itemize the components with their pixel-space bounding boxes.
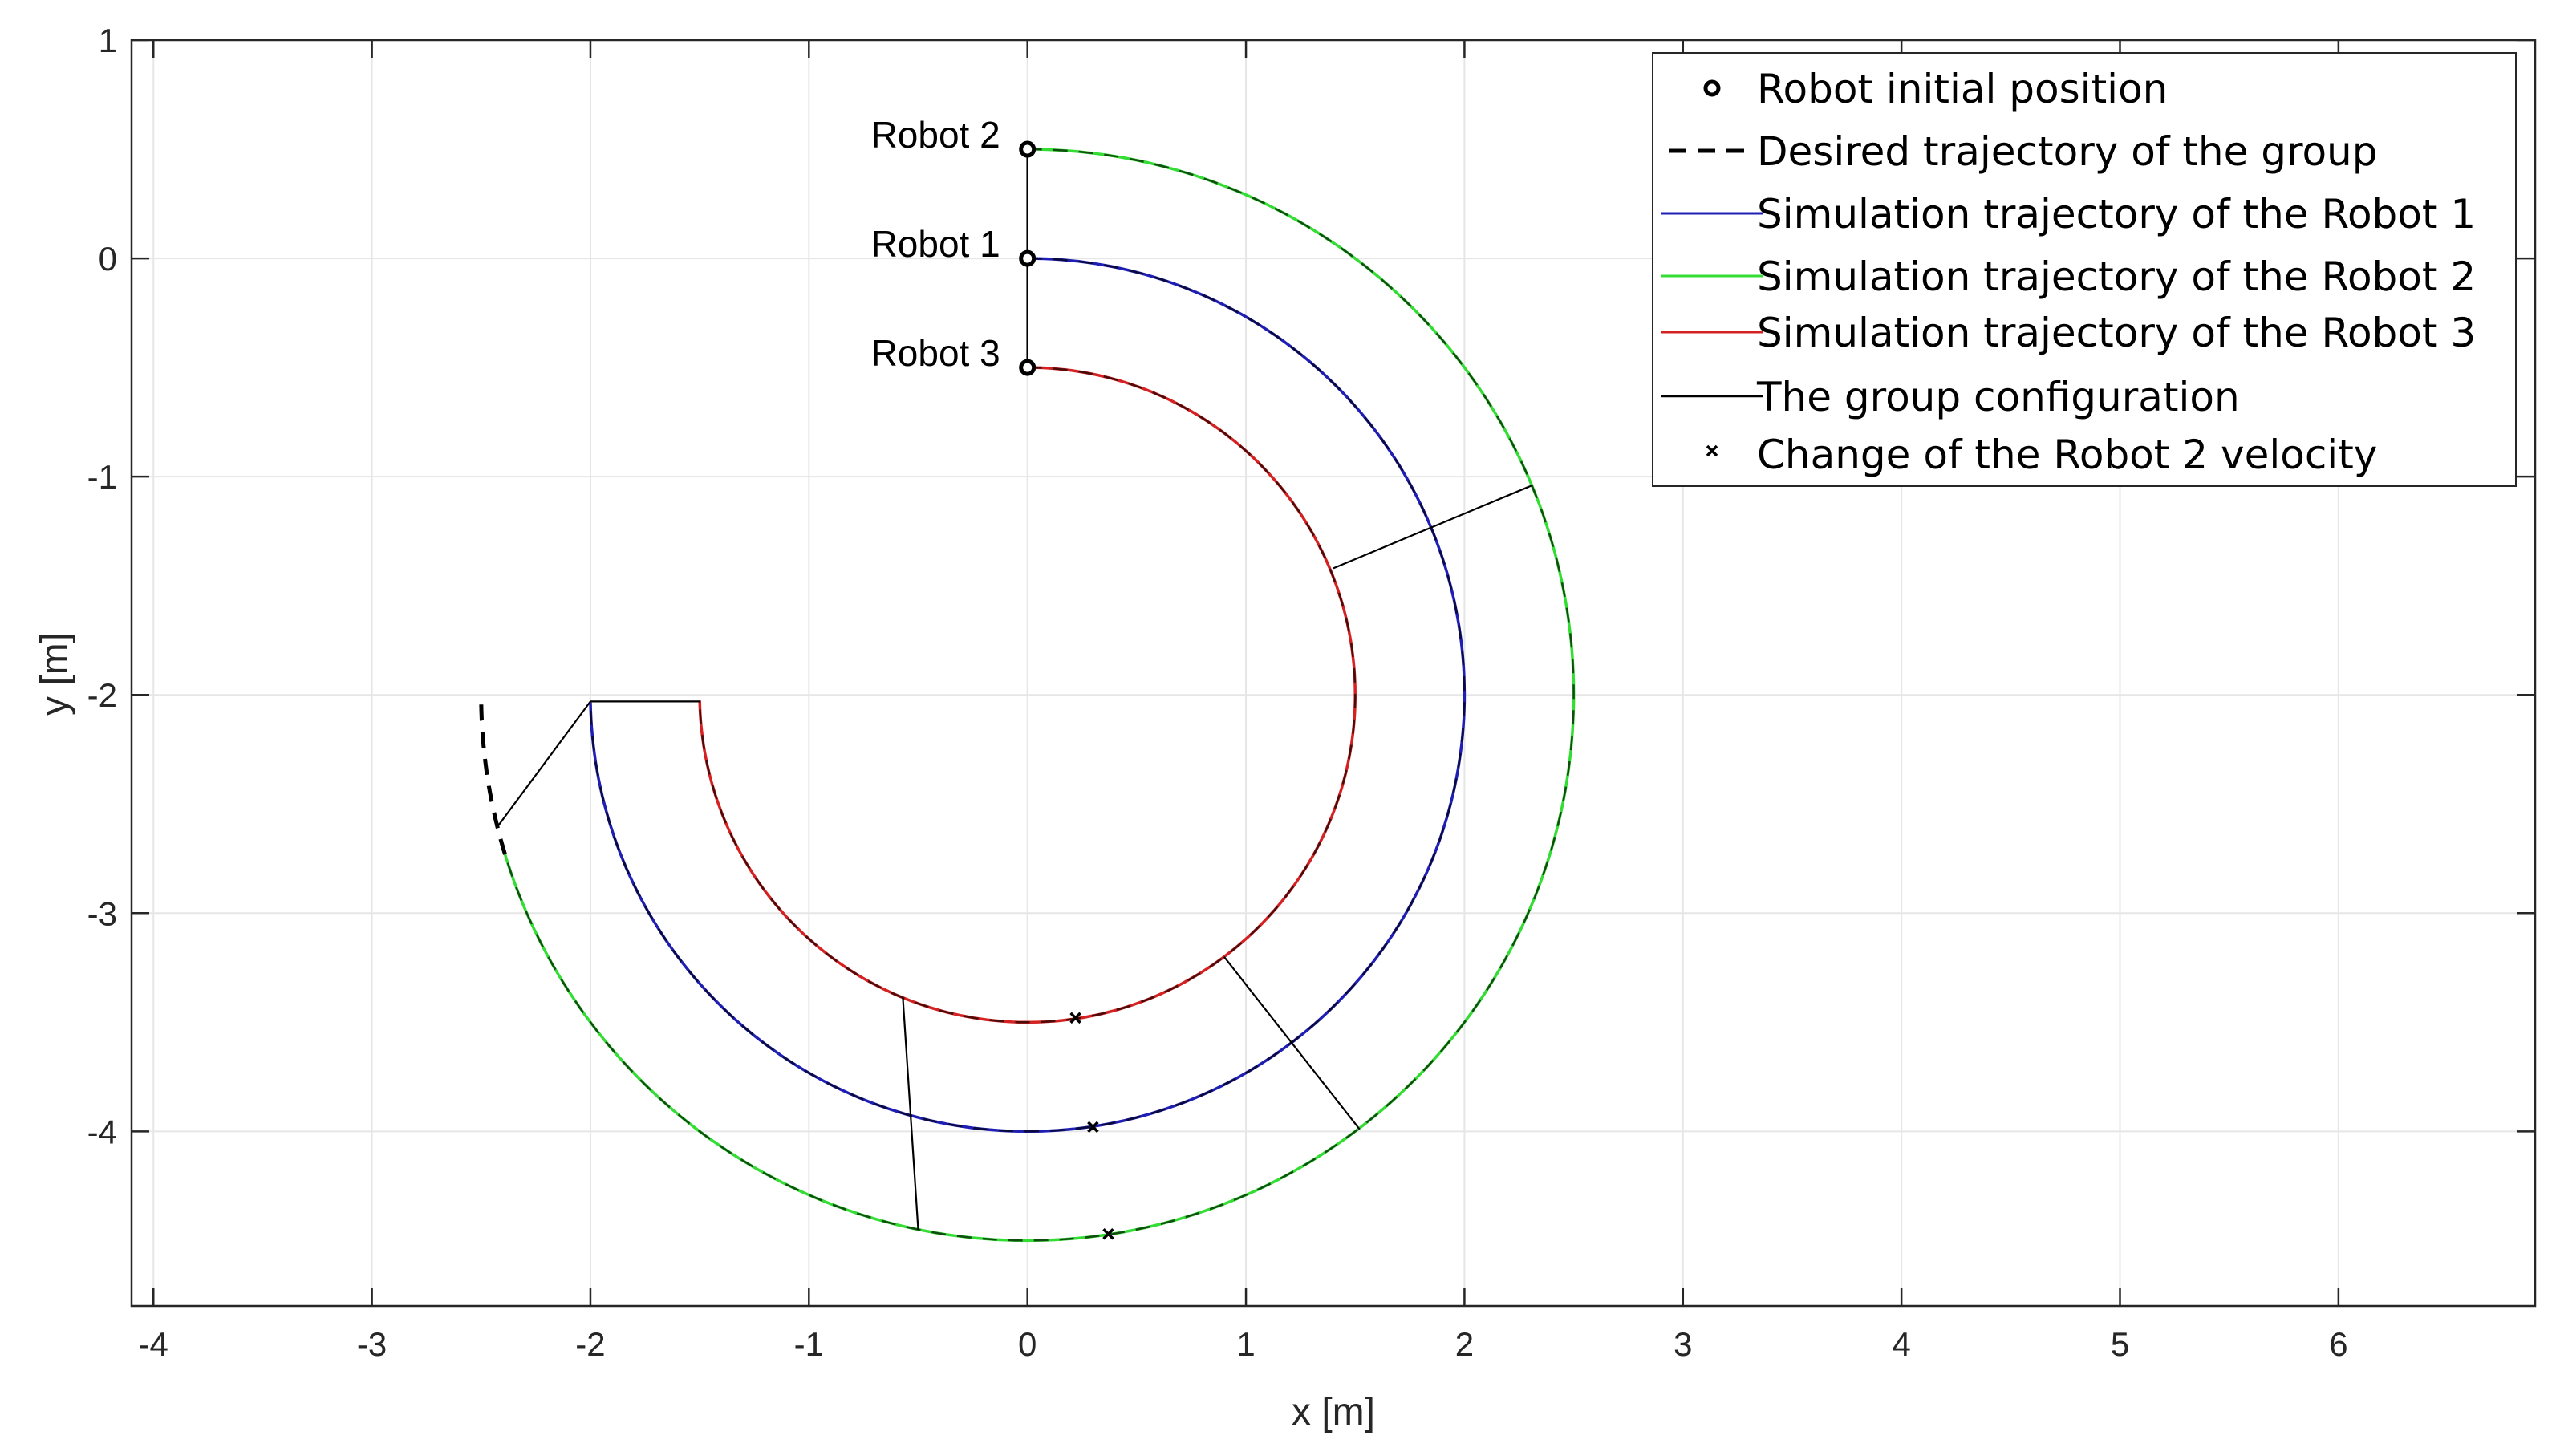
x-tick-label: 3: [1674, 1325, 1692, 1363]
legend-label: Simulation trajectory of the Robot 2: [1757, 253, 2476, 300]
legend-symbol: [1703, 79, 1721, 97]
simulation-trajectory-robot-3: [698, 366, 1357, 1024]
y-tick-label: -2: [87, 676, 117, 714]
legend-symbol: [1706, 444, 1718, 457]
robot-initial-position-1: [1019, 249, 1037, 267]
group-configuration-line: [902, 998, 919, 1230]
x-tick-label: -1: [794, 1325, 824, 1363]
group-configuration-line: [1333, 485, 1533, 570]
group-configuration-line: [1223, 956, 1361, 1130]
velocity-change-marker: [1087, 1121, 1099, 1134]
robot-label: Robot 1: [871, 223, 1000, 265]
robot-initial-position-2: [1019, 140, 1037, 158]
legend-box: [1652, 52, 2517, 487]
trajectories: [479, 148, 1576, 1243]
y-tick-label: -4: [87, 1113, 117, 1150]
markers: [1019, 140, 1114, 1240]
plot-frame: [130, 39, 2537, 1308]
group-configurations: [495, 149, 1533, 1230]
legend-label: Desired trajectory of the group: [1757, 128, 2378, 175]
legend: Robot initial position Desired trajectory…: [1652, 52, 2517, 487]
x-tick-label: 6: [2329, 1325, 2347, 1363]
legend-label: The group configuration: [1756, 374, 2240, 420]
robot-initial-position-3: [1019, 359, 1037, 376]
x-tick-label: 2: [1455, 1325, 1474, 1363]
legend-label: Robot initial position: [1757, 66, 2168, 112]
robot-label: Robot 3: [871, 332, 1000, 374]
robot-label: Robot 2: [871, 114, 1000, 156]
x-tick-label: 1: [1236, 1325, 1255, 1363]
legend-label: Simulation trajectory of the Robot 3: [1757, 310, 2476, 356]
group-configuration-line: [495, 700, 591, 829]
robot-labels: Robot 1 Robot 2 Robot 3: [871, 114, 1000, 374]
y-tick-label: -1: [87, 458, 117, 496]
x-tick-label: -4: [139, 1325, 168, 1363]
x-tick-label: 5: [2111, 1325, 2129, 1363]
x-axis-label: x [m]: [1292, 1391, 1375, 1434]
legend-label: Simulation trajectory of the Robot 1: [1757, 191, 2476, 237]
axis-ticks: -4 -3 -2 -1 0 1 2 3 4 5 6 -4 -3 -2 -1 0 1: [87, 22, 2535, 1363]
x-tick-label: -3: [357, 1325, 387, 1363]
x-tick-label: -2: [575, 1325, 605, 1363]
y-tick-label: 0: [99, 240, 117, 278]
y-axis-label: y [m]: [34, 632, 76, 716]
desired-trajectory-robot-2: [504, 148, 1575, 1242]
y-tick-label: -3: [87, 894, 117, 932]
legend-label: Change of the Robot 2 velocity: [1757, 432, 2377, 478]
velocity-change-marker: [1102, 1227, 1114, 1240]
y-tick-label: 1: [99, 22, 117, 59]
x-tick-label: 0: [1018, 1325, 1037, 1363]
velocity-change-marker: [1069, 1012, 1081, 1024]
x-tick-label: 4: [1892, 1325, 1910, 1363]
desired-trajectory-robot-1: [589, 257, 1466, 1133]
